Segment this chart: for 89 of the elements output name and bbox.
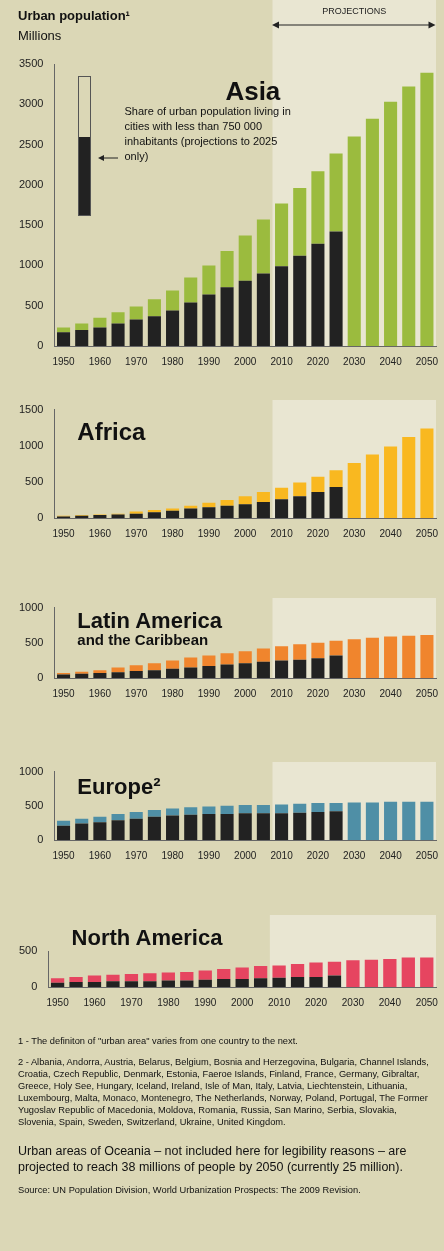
- x-tick-label: 1950: [52, 355, 76, 367]
- x-tick-label: 2000: [231, 996, 254, 1008]
- x-tick-label: 1970: [120, 996, 143, 1008]
- y-tick-label: 1000: [18, 438, 44, 451]
- x-tick-label: 2040: [379, 527, 403, 539]
- text: Share of urban population living in cities with less than 750 000 inhabitants (projections to 2025 only): [124, 104, 292, 164]
- y-tick-label: 2500: [18, 137, 44, 150]
- x-tick-label: 1970: [125, 849, 148, 861]
- x-tick-label: 1960: [88, 687, 112, 699]
- x-tick-label: 2020: [306, 527, 330, 539]
- text: Urban population¹: [18, 8, 130, 23]
- x-tick-label: 2040: [378, 996, 402, 1008]
- chart-title: North America: [71, 925, 224, 950]
- x-tick-label: 2050: [415, 687, 439, 699]
- x-tick-label: 2040: [379, 687, 403, 699]
- x-tick-label: 1990: [197, 687, 221, 699]
- y-tick-label: 0: [37, 671, 44, 684]
- x-tick-label: 1990: [197, 849, 221, 861]
- x-tick-label: 1960: [88, 355, 112, 367]
- x-tick-label: 2010: [270, 849, 294, 861]
- y-tick-label: 500: [25, 635, 44, 648]
- text: Urban areas of Oceania – not included here for legibility reasons – are projected to reach 38 millions of people by 2050 (currently 25 million).: [18, 1142, 408, 1176]
- x-tick-label: 2030: [341, 996, 365, 1008]
- y-tick-label: 500: [25, 298, 44, 311]
- x-tick-label: 2010: [270, 527, 294, 539]
- x-tick-label: 2020: [304, 996, 328, 1008]
- y-tick-label: 3000: [18, 97, 44, 110]
- x-tick-label: 2040: [379, 355, 403, 367]
- x-tick-label: 1980: [161, 849, 185, 861]
- x-tick-label: 1980: [161, 527, 185, 539]
- y-tick-label: 500: [25, 798, 44, 811]
- x-tick-label: 2050: [415, 527, 439, 539]
- text: 2 - Albania, Andorra, Austria, Belarus, Belgium, Bosnia and Herzegovina, Bulgaria, Channel Islands, Croatia, Czech Republic, Denmark, Estonia, Faeroe Islands, Finland, France, Germany, Gibraltar, Greece, Holy See, Hungary, Iceland, Ireland, Isle of Man, Italy, Latvia, Liechtenstein, Lithuania, Luxembourg, Malta, Monaco, Montenegro, The Netherlands, Norway, Poland, Portugal, The Former Yugoslav Republic of Macedonia, Moldova, Romania, Russia, San Marino, Serbia, Slovakia, Slovenia, Spain, Sweden, Switzerland, Ukraine, United Kingdom.: [18, 1056, 430, 1129]
- x-tick-label: 1950: [52, 849, 76, 861]
- x-tick-label: 1990: [194, 996, 217, 1008]
- y-tick-label: 3500: [18, 57, 44, 70]
- x-tick-label: 2050: [415, 355, 439, 367]
- y-tick-label: 1000: [18, 258, 44, 271]
- x-tick-label: 2020: [306, 687, 330, 699]
- x-tick-label: 2020: [306, 355, 330, 367]
- x-tick-label: 1960: [88, 849, 112, 861]
- x-tick-label: 2010: [270, 355, 294, 367]
- y-tick-label: 1500: [18, 402, 44, 415]
- x-tick-label: 1960: [83, 996, 107, 1008]
- y-tick-label: 1000: [18, 600, 44, 613]
- x-tick-label: 1990: [197, 527, 221, 539]
- chart-title: Europe²: [77, 774, 161, 799]
- x-tick-label: 2030: [343, 355, 366, 367]
- x-tick-label: 1950: [46, 996, 70, 1008]
- y-tick-label: 0: [37, 511, 44, 524]
- x-tick-label: 2030: [343, 527, 366, 539]
- x-tick-label: 2020: [306, 849, 330, 861]
- y-tick-label: 2000: [18, 177, 44, 190]
- x-tick-label: 2050: [415, 996, 439, 1008]
- x-tick-label: 2000: [234, 849, 257, 861]
- y-tick-label: 1500: [18, 218, 44, 231]
- x-tick-label: 2010: [267, 996, 291, 1008]
- x-tick-label: 1950: [52, 527, 76, 539]
- x-tick-label: 2000: [234, 527, 257, 539]
- y-tick-label: 0: [31, 980, 38, 993]
- text: 1 - The definiton of "urban area" varies from one country to the next.: [18, 1035, 299, 1048]
- x-tick-label: 1980: [161, 687, 185, 699]
- x-tick-label: 2040: [379, 849, 403, 861]
- x-tick-label: 2000: [234, 687, 257, 699]
- source-note: Source: UN Population Division, World Urbanization Prospects: The 2009 Revision.: [18, 1184, 362, 1197]
- x-tick-label: 1970: [125, 527, 148, 539]
- x-tick-label: 2010: [270, 687, 294, 699]
- x-tick-label: 1990: [197, 355, 221, 367]
- x-tick-label: 1980: [161, 355, 185, 367]
- x-tick-label: 2000: [234, 355, 257, 367]
- y-tick-label: 0: [37, 339, 44, 352]
- chart-title: Africa: [77, 418, 147, 445]
- y-tick-label: 0: [37, 833, 44, 846]
- x-tick-label: 1980: [157, 996, 180, 1008]
- y-tick-label: 500: [18, 944, 38, 957]
- x-tick-label: 2030: [343, 687, 366, 699]
- band-label: PROJECTIONS: [322, 6, 387, 16]
- y-tick-label: 500: [25, 474, 44, 487]
- text: and the Caribbean: [77, 631, 209, 648]
- y-axis-title: Millions: [18, 28, 62, 43]
- x-tick-label: 2030: [343, 849, 366, 861]
- x-tick-label: 1970: [125, 355, 148, 367]
- x-tick-label: 2050: [415, 849, 439, 861]
- x-tick-label: 1960: [88, 527, 112, 539]
- x-tick-label: 1970: [125, 687, 148, 699]
- y-tick-label: 1000: [18, 764, 44, 777]
- chart-title: Latin America: [77, 608, 223, 633]
- text: Asia: [225, 76, 281, 106]
- x-tick-label: 1950: [52, 687, 76, 699]
